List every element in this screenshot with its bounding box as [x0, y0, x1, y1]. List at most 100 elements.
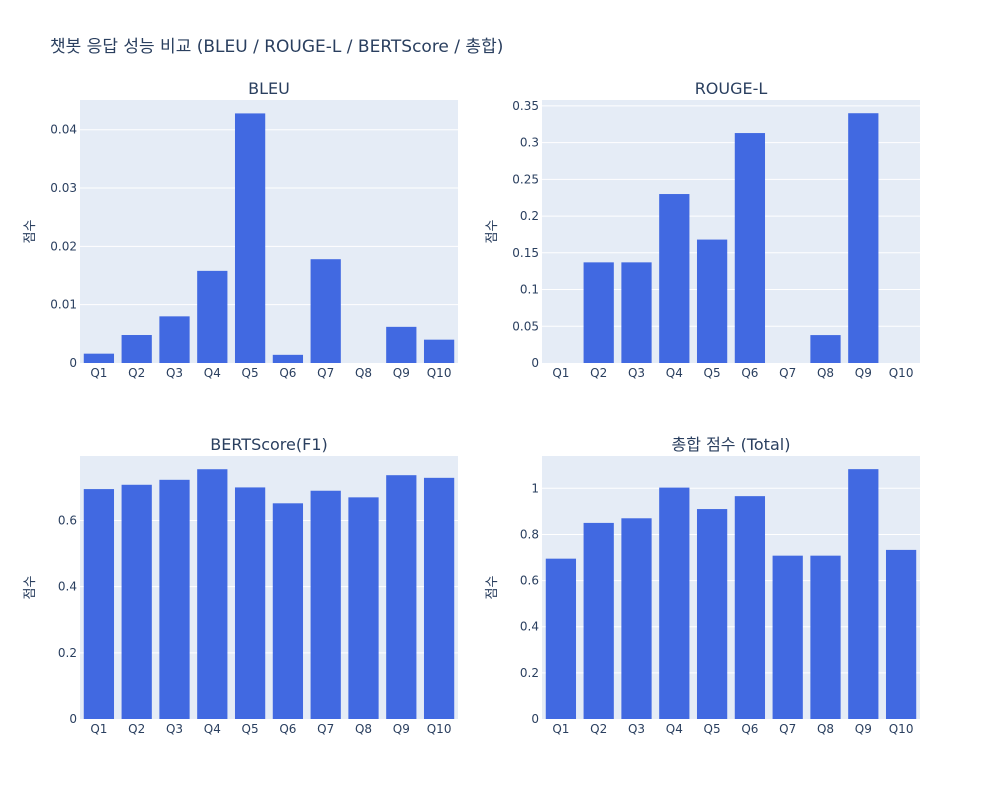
x-tick-label: Q2: [128, 366, 145, 380]
bar: [659, 487, 690, 719]
y-tick-label: 0: [531, 356, 539, 370]
x-tick-label: Q2: [590, 366, 607, 380]
bar: [810, 555, 841, 719]
y-tick-label: 0.04: [50, 123, 77, 137]
bar: [734, 133, 766, 363]
y-tick-label: 0.15: [512, 246, 539, 260]
bar: [386, 326, 417, 363]
x-tick-label: Q4: [666, 366, 683, 380]
y-tick-label: 0: [531, 712, 539, 726]
subplot-3: 0 0.2 0.4 0.6 Q1 Q2 Q3 Q4 Q5 Q6 Q7 Q8 Q9 Q10 BERTScore…: [23, 435, 458, 736]
bar: [696, 239, 728, 363]
y-axis-label: 점수: [485, 576, 500, 600]
y-tick-label: 0.02: [50, 239, 77, 253]
bar: [583, 262, 614, 363]
x-tick-label: Q5: [704, 366, 721, 380]
y-tick-label: 0.2: [520, 209, 539, 223]
x-tick-label: Q8: [817, 722, 834, 736]
bar: [310, 490, 341, 719]
x-tick-label: Q7: [779, 722, 796, 736]
y-tick-label: 0.2: [520, 666, 539, 680]
bar: [772, 555, 803, 719]
bar: [848, 469, 879, 719]
x-tick-label: Q8: [817, 366, 834, 380]
subplot-4: 0 0.2 0.4 0.6 0.8 1 Q1 Q2 Q3 Q4 Q5 Q6 Q7 Q8 Q9 Q10 총합 점수…: [485, 435, 920, 736]
x-tick-label: Q1: [552, 366, 569, 380]
y-tick-label: 1: [531, 481, 539, 495]
y-tick-label: 0.03: [50, 181, 77, 195]
bar: [848, 113, 879, 363]
x-tick-label: Q3: [166, 366, 183, 380]
bar: [272, 503, 304, 719]
y-tick-label: 0.05: [512, 319, 539, 333]
bar: [696, 509, 728, 719]
y-tick-label: 0.35: [512, 99, 539, 113]
plot-area: [80, 100, 458, 363]
bar: [386, 475, 417, 719]
bar: [734, 496, 766, 719]
bar: [583, 522, 614, 719]
x-tick-label: Q10: [889, 722, 914, 736]
bar: [83, 489, 115, 719]
subplot-title: BERTScore(F1): [210, 435, 328, 454]
bar: [885, 549, 917, 719]
x-tick-label: Q6: [279, 366, 296, 380]
x-tick-label: Q1: [552, 722, 569, 736]
bar: [310, 259, 341, 363]
bar: [234, 113, 266, 363]
bar: [621, 262, 652, 363]
bar: [83, 353, 115, 363]
x-tick-label: Q6: [741, 366, 758, 380]
bar: [197, 270, 228, 363]
y-tick-label: 0: [69, 356, 77, 370]
subplot-2: 0 0.05 0.1 0.15 0.2 0.25 0.3 0.35 Q1 Q2 Q3 Q4 Q5 Q6 Q7…: [485, 79, 920, 380]
x-tick-label: Q9: [393, 722, 410, 736]
bar: [423, 339, 455, 363]
bar: [348, 497, 379, 719]
x-tick-label: Q7: [317, 366, 334, 380]
y-tick-label: 0.6: [520, 574, 539, 588]
x-tick-label: Q2: [128, 722, 145, 736]
x-tick-label: Q8: [355, 722, 372, 736]
x-tick-label: Q9: [855, 722, 872, 736]
subplot-title: ROUGE-L: [695, 79, 768, 98]
x-tick-label: Q1: [90, 722, 107, 736]
y-axis-label: 점수: [485, 220, 500, 244]
bar: [234, 487, 266, 719]
bar: [810, 335, 841, 363]
x-tick-label: Q1: [90, 366, 107, 380]
chart-main-title: 챗봇 응답 성능 비교 (BLEU / ROUGE-L / BERTScore …: [50, 37, 504, 57]
y-axis-label: 점수: [23, 576, 38, 600]
bar: [545, 558, 577, 719]
x-tick-label: Q3: [628, 722, 645, 736]
y-tick-label: 0.1: [520, 283, 539, 297]
x-tick-label: Q3: [628, 366, 645, 380]
x-tick-label: Q10: [427, 722, 452, 736]
y-tick-label: 0.3: [520, 136, 539, 150]
x-tick-label: Q9: [855, 366, 872, 380]
bar: [423, 477, 455, 719]
bar: [121, 335, 152, 363]
x-tick-label: Q3: [166, 722, 183, 736]
bar: [621, 518, 652, 719]
x-tick-label: Q5: [704, 722, 721, 736]
y-tick-label: 0.2: [58, 646, 77, 660]
subplot-1: 0 0.01 0.02 0.03 0.04 Q1 Q2 Q3 Q4 Q5 Q6 Q7 Q8 Q9 Q10 BL…: [23, 79, 458, 380]
x-tick-label: Q8: [355, 366, 372, 380]
y-tick-label: 0.01: [50, 298, 77, 312]
x-tick-label: Q5: [242, 366, 259, 380]
x-tick-label: Q7: [779, 366, 796, 380]
bar: [159, 316, 190, 363]
x-tick-label: Q6: [741, 722, 758, 736]
x-tick-label: Q10: [889, 366, 914, 380]
subplot-title: 총합 점수 (Total): [672, 435, 791, 454]
y-tick-label: 0.4: [58, 580, 77, 594]
bar: [197, 469, 228, 719]
y-tick-label: 0.6: [58, 514, 77, 528]
x-tick-label: Q7: [317, 722, 334, 736]
x-tick-label: Q4: [666, 722, 683, 736]
bar: [272, 354, 304, 363]
x-tick-label: Q4: [204, 366, 221, 380]
bar: [121, 484, 152, 719]
